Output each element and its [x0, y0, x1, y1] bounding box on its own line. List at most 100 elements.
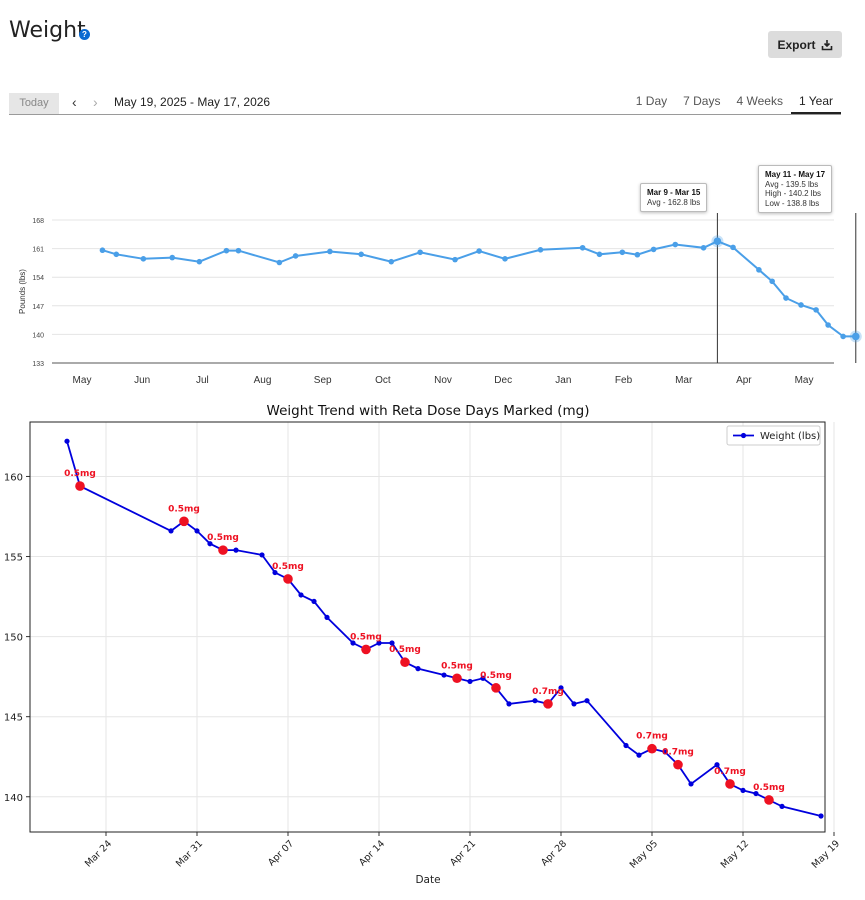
data-point — [389, 640, 395, 646]
data-point — [476, 248, 482, 254]
dose-marker — [543, 699, 553, 709]
dose-label: 0.5mg — [753, 783, 785, 793]
y-tick-label: 155 — [4, 553, 23, 564]
data-point — [769, 278, 775, 285]
y-tick-label: 147 — [32, 304, 44, 311]
data-point — [825, 322, 831, 328]
tooltip-mar-title: Mar 9 - Mar 15 — [647, 188, 701, 197]
data-point — [558, 685, 564, 691]
x-tick-label: May — [73, 375, 92, 386]
x-tick-label: Apr 07 — [266, 838, 296, 868]
y-tick-label: 154 — [32, 275, 44, 282]
y-tick-label: 145 — [4, 713, 23, 724]
data-point — [417, 249, 423, 256]
data-point — [714, 762, 720, 768]
data-point — [233, 547, 239, 553]
dose-label: 0.5mg — [272, 562, 304, 572]
data-point — [259, 552, 265, 558]
tooltip-mar: Mar 9 - Mar 15 Avg - 162.8 lbs — [640, 183, 708, 212]
tab-1-day[interactable]: 1 Day — [635, 94, 668, 108]
export-label: Export — [777, 37, 816, 52]
dose-marker — [452, 673, 462, 684]
plot-frame — [29, 421, 826, 833]
tab-4-weeks[interactable]: 4 Weeks — [736, 94, 783, 108]
today-button[interactable]: Today — [9, 93, 59, 114]
data-point — [502, 256, 508, 262]
data-point — [194, 528, 200, 534]
x-tick-label: Dec — [494, 375, 512, 386]
tooltip-may-high: High - 140.2 lbs — [765, 189, 822, 198]
range-tabs: 1 Day 7 Days 4 Weeks 1 Year — [628, 90, 841, 114]
export-button[interactable]: Export — [768, 31, 842, 58]
dose-label: 0.5mg — [350, 632, 382, 642]
weight-trend-chart: Weight Trend with Reta Dose Days Marked … — [4, 403, 842, 886]
x-tick-label: Apr 28 — [539, 838, 569, 868]
data-point — [113, 251, 120, 258]
dose-label: 0.7mg — [662, 748, 694, 758]
dose-marker — [673, 759, 683, 770]
data-point — [779, 803, 785, 809]
tooltip-may-avg: Avg - 139.5 lbs — [765, 179, 819, 189]
data-point — [376, 640, 382, 646]
data-point — [441, 672, 447, 678]
data-point — [168, 528, 174, 534]
data-point — [140, 256, 147, 262]
data-point — [467, 678, 473, 685]
dose-label: 0.5mg — [64, 469, 96, 479]
dose-marker — [361, 644, 371, 655]
data-point — [840, 333, 846, 340]
data-point — [650, 246, 657, 253]
data-point — [662, 749, 668, 755]
dose-marker — [491, 683, 501, 693]
tab-1-year[interactable]: 1 Year — [790, 90, 841, 114]
tooltip-may-low: Low - 138.8 lbs — [765, 198, 820, 208]
data-point — [700, 244, 707, 251]
dose-label: 0.7mg — [532, 687, 564, 697]
data-point — [756, 267, 762, 273]
data-point — [532, 698, 538, 704]
dose-label: 0.5mg — [480, 671, 512, 681]
dose-marker — [75, 481, 85, 491]
data-point — [99, 247, 106, 254]
data-point — [813, 307, 819, 313]
data-point — [851, 332, 860, 341]
tab-7-days[interactable]: 7 Days — [683, 94, 721, 108]
y-tick-label: 133 — [32, 361, 44, 368]
chevron-right-icon[interactable]: › — [93, 94, 98, 110]
data-point — [169, 254, 176, 261]
data-point — [64, 438, 70, 444]
data-point — [579, 244, 586, 251]
data-point — [783, 295, 789, 301]
weight-line — [102, 240, 856, 338]
data-point — [634, 251, 641, 258]
data-point — [196, 258, 203, 265]
y-tick-label: 161 — [32, 247, 44, 254]
weight-year-chart: 133 140 147 154 161 168 May Jun Jul Aug Sep Oct Nov D… — [18, 213, 862, 386]
x-tick-label: May 19 — [810, 838, 842, 870]
data-point — [584, 698, 590, 704]
dose-label: 0.7mg — [714, 767, 746, 777]
data-point — [596, 251, 603, 258]
page-title: Weight — [9, 18, 86, 43]
data-point — [235, 247, 242, 254]
legend-marker — [740, 432, 747, 439]
dose-marker — [179, 516, 189, 527]
data-point — [223, 247, 230, 254]
data-point — [537, 247, 544, 253]
data-point — [358, 251, 364, 258]
data-point — [753, 790, 759, 797]
chevron-left-icon[interactable]: ‹ — [72, 94, 77, 110]
tooltip-mar-avg: Avg - 162.8 lbs — [647, 197, 701, 207]
data-point — [452, 256, 458, 263]
dose-label: 0.5mg — [389, 645, 421, 655]
dose-marker — [283, 574, 293, 584]
data-point — [272, 569, 278, 576]
data-point — [415, 666, 421, 672]
legend: Weight (lbs) — [726, 425, 821, 446]
x-tick-label: Sep — [314, 375, 332, 386]
data-point — [730, 244, 736, 251]
y-axis-label: Pounds (lbs) — [18, 269, 27, 314]
x-axis-label: Date — [415, 874, 440, 886]
question-circle-icon[interactable]: ? — [79, 29, 90, 40]
x-tick-label: Jun — [134, 375, 150, 386]
